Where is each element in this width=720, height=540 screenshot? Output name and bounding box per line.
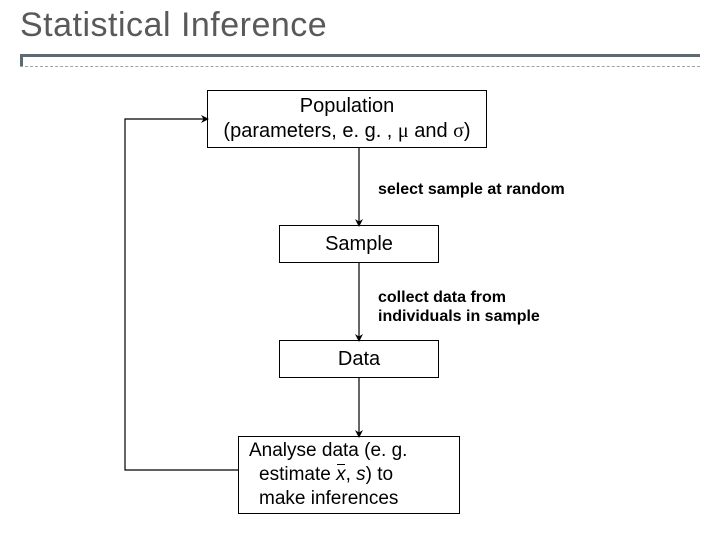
slide-title-bar: Statistical Inference bbox=[0, 6, 720, 66]
edge-label-collect: collect data from individuals in sample bbox=[378, 288, 540, 326]
symbol-s: s bbox=[356, 464, 366, 485]
title-rule-dash bbox=[20, 66, 700, 67]
text: individuals in sample bbox=[378, 307, 540, 326]
symbol-xbar: x bbox=[336, 463, 346, 487]
text: , bbox=[346, 464, 357, 485]
node-sample-text: Sample bbox=[325, 232, 393, 257]
node-data: Data bbox=[279, 340, 439, 378]
node-sample: Sample bbox=[279, 225, 439, 263]
symbol-mu: μ bbox=[398, 120, 409, 142]
node-analyse-line2: estimate x, s) to bbox=[249, 463, 393, 487]
node-data-text: Data bbox=[338, 347, 380, 372]
symbol-sigma: σ bbox=[453, 120, 464, 142]
title-rule-tick bbox=[20, 54, 23, 66]
edge-label-select: select sample at random bbox=[378, 180, 565, 199]
node-analyse-line3: make inferences bbox=[249, 487, 398, 511]
slide-title: Statistical Inference bbox=[0, 6, 720, 45]
node-population-line1: Population bbox=[300, 94, 395, 119]
node-analyse-line1: Analyse data (e. g. bbox=[249, 439, 407, 463]
title-rule-top bbox=[20, 54, 700, 57]
text: (parameters, e. g. , bbox=[223, 120, 398, 142]
text: ) bbox=[464, 120, 471, 142]
text: ) to bbox=[366, 464, 393, 485]
node-analyse: Analyse data (e. g. estimate x, s) to ma… bbox=[238, 436, 460, 514]
node-population: Population (parameters, e. g. , μ and σ) bbox=[207, 90, 487, 148]
arrow-feedback bbox=[125, 119, 238, 470]
text: collect data from bbox=[378, 288, 540, 307]
text: and bbox=[409, 120, 453, 142]
text: estimate bbox=[259, 464, 336, 485]
node-population-line2: (parameters, e. g. , μ and σ) bbox=[223, 119, 470, 144]
